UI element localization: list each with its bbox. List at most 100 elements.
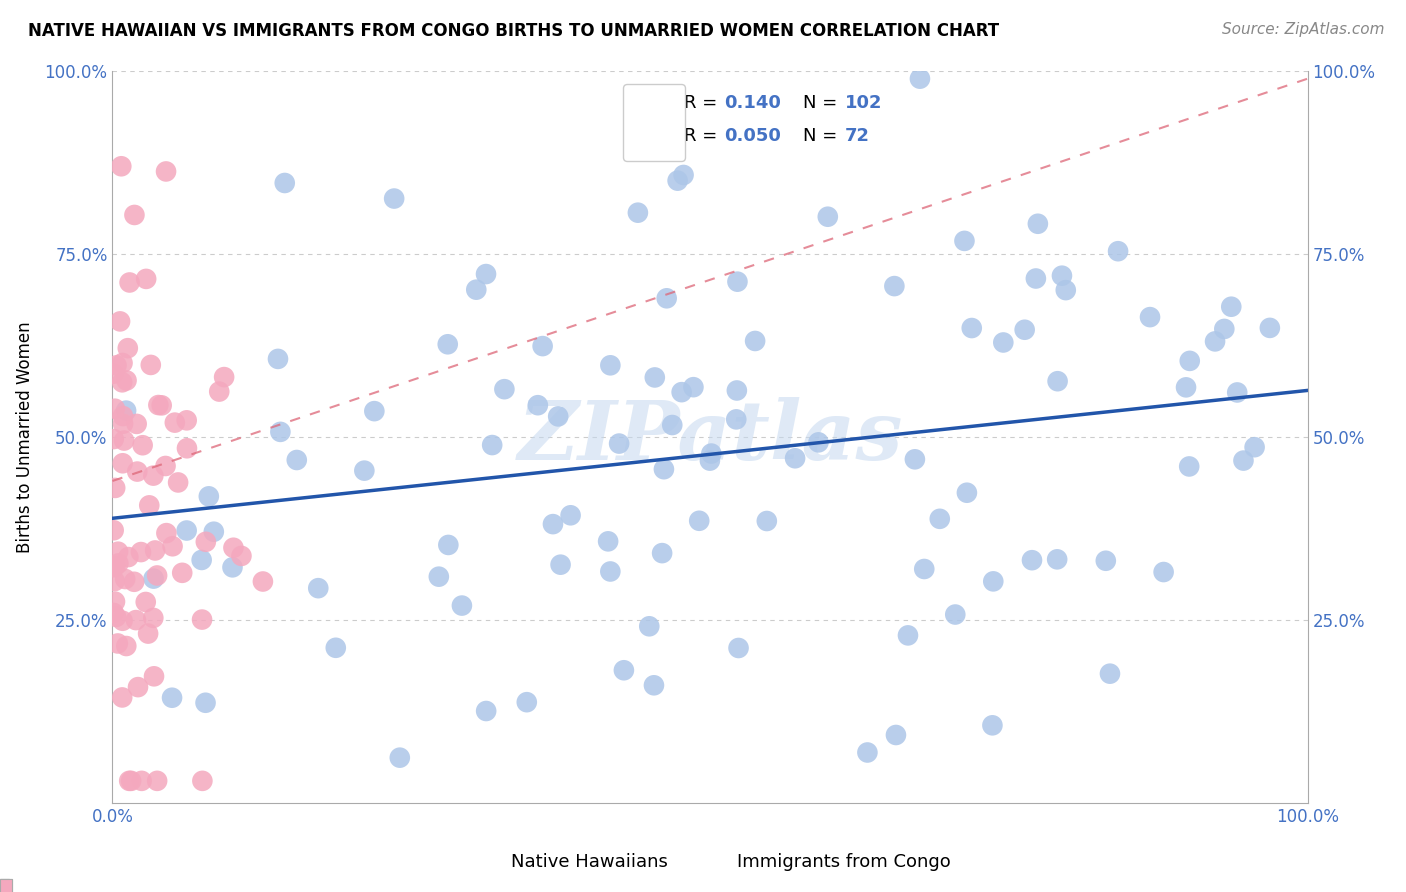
- Point: [252, 574, 274, 589]
- Point: [176, 442, 198, 456]
- Text: N =: N =: [803, 127, 844, 145]
- Text: R =: R =: [683, 94, 723, 112]
- Point: [202, 524, 225, 539]
- Y-axis label: Births to Unmarried Women: Births to Unmarried Women: [15, 321, 34, 553]
- Point: [104, 594, 127, 608]
- Point: [111, 409, 134, 423]
- Point: [1178, 354, 1201, 368]
- Point: [494, 382, 516, 396]
- Point: [1026, 217, 1049, 231]
- Point: [139, 358, 162, 372]
- Point: [643, 678, 665, 692]
- Point: [208, 384, 231, 399]
- Point: [111, 456, 134, 470]
- Point: [212, 370, 235, 384]
- Point: [638, 619, 661, 633]
- Point: [307, 581, 329, 595]
- Point: [465, 283, 488, 297]
- Point: [1243, 440, 1265, 454]
- Point: [956, 485, 979, 500]
- Point: [1175, 380, 1198, 394]
- Point: [118, 276, 141, 290]
- Point: [107, 545, 129, 559]
- Point: [104, 559, 127, 574]
- Point: [727, 275, 749, 289]
- Point: [1054, 283, 1077, 297]
- Point: [727, 640, 749, 655]
- Point: [136, 626, 159, 640]
- Point: [129, 545, 152, 559]
- Point: [1213, 322, 1236, 336]
- Point: [103, 367, 125, 381]
- Point: [1014, 323, 1036, 337]
- Point: [172, 566, 194, 580]
- Point: [427, 569, 450, 583]
- Point: [688, 514, 710, 528]
- Point: [105, 359, 128, 373]
- Point: [981, 574, 1004, 589]
- Point: [143, 669, 166, 683]
- Point: [111, 614, 134, 628]
- Point: [105, 610, 128, 624]
- Point: [1107, 244, 1129, 259]
- Point: [651, 546, 673, 560]
- Point: [198, 489, 221, 503]
- Point: [1050, 268, 1073, 283]
- Point: [908, 71, 931, 86]
- Point: [127, 680, 149, 694]
- Point: [103, 432, 125, 446]
- Point: [125, 613, 148, 627]
- Point: [560, 508, 582, 523]
- Point: [107, 557, 129, 571]
- Point: [672, 168, 695, 182]
- Point: [143, 543, 166, 558]
- Text: 0.140: 0.140: [724, 94, 782, 112]
- Point: [481, 438, 503, 452]
- Point: [115, 639, 138, 653]
- Point: [928, 512, 950, 526]
- Point: [1098, 666, 1121, 681]
- Point: [138, 499, 160, 513]
- Point: [527, 398, 550, 412]
- Point: [644, 370, 666, 384]
- Point: [652, 462, 675, 476]
- Point: [267, 351, 290, 366]
- Point: [142, 572, 165, 586]
- Point: [1139, 310, 1161, 325]
- Point: [1232, 453, 1254, 467]
- Point: [550, 558, 572, 572]
- Point: [531, 339, 554, 353]
- Point: [541, 517, 564, 532]
- Point: [451, 599, 474, 613]
- Text: 0.050: 0.050: [724, 127, 782, 145]
- Point: [117, 550, 139, 565]
- Point: [1204, 334, 1226, 349]
- Point: [120, 773, 142, 788]
- Point: [167, 475, 190, 490]
- Point: [599, 359, 621, 373]
- Point: [176, 413, 198, 427]
- Point: [1220, 300, 1243, 314]
- Point: [112, 434, 135, 448]
- Point: [111, 690, 134, 705]
- Point: [725, 412, 748, 426]
- Point: [274, 176, 297, 190]
- Point: [160, 690, 183, 705]
- Point: [856, 746, 879, 760]
- Legend: Native Hawaiians, Immigrants from Congo: Native Hawaiians, Immigrants from Congo: [461, 841, 959, 880]
- Point: [231, 549, 253, 563]
- Point: [1046, 374, 1069, 388]
- Point: [1226, 385, 1249, 400]
- Point: [700, 446, 723, 460]
- Point: [981, 718, 1004, 732]
- Point: [142, 611, 165, 625]
- Point: [104, 481, 127, 495]
- Point: [744, 334, 766, 348]
- Point: [155, 164, 177, 178]
- Point: [671, 385, 693, 400]
- Point: [221, 560, 243, 574]
- Point: [884, 728, 907, 742]
- Text: ZIPatlas: ZIPatlas: [517, 397, 903, 477]
- Text: 72: 72: [845, 127, 870, 145]
- Point: [107, 636, 129, 650]
